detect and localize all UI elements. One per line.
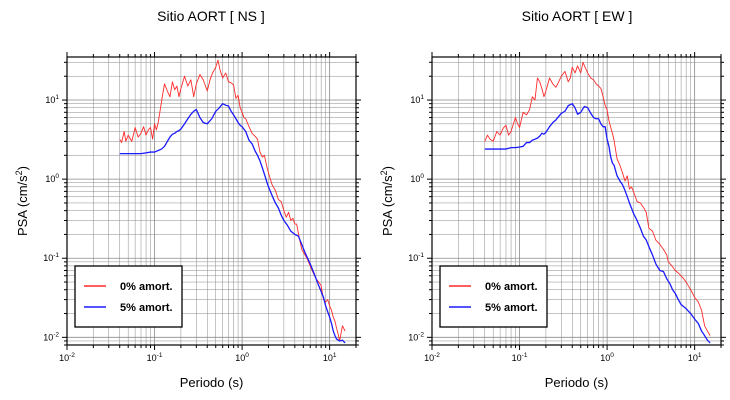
- x-tick-label: 100: [235, 352, 249, 363]
- axis-ticks: [427, 52, 726, 350]
- legend-label: 0% amort.: [120, 281, 173, 293]
- series-line-damped: [119, 103, 346, 344]
- legend: 0% amort. 5% amort.: [74, 265, 183, 328]
- grid: [432, 57, 721, 345]
- y-axis-label: PSA (cm/s2): [379, 166, 395, 236]
- legend-label: 5% amort.: [120, 302, 173, 314]
- legend-label: 0% amort.: [485, 281, 538, 293]
- x-tick-label: 10-1: [147, 352, 163, 363]
- legend: 0% amort. 5% amort.: [439, 265, 548, 328]
- series-line-undamped: [484, 61, 711, 336]
- x-tick-label: 10-1: [512, 352, 528, 363]
- y-axis-label: PSA (cm/s2): [14, 166, 30, 236]
- y-tick-label: 101: [45, 94, 59, 105]
- chart-panel-1: 10-2 10-1 100 101 10-2 10-1 100 101 Sitio AORT […: [14, 8, 361, 390]
- x-tick-label: 10-2: [59, 352, 75, 363]
- plot-frame: [431, 56, 722, 346]
- x-tick-label: 101: [688, 352, 702, 363]
- y-tick-label: 10-2: [408, 331, 424, 342]
- axis-ticks: [62, 52, 361, 350]
- series-line-damped: [484, 103, 711, 344]
- y-tick-label: 10-1: [43, 252, 59, 263]
- x-tick-label: 101: [323, 352, 337, 363]
- chart-panel-2: 10-2 10-1 100 101 10-2 10-1 100 101 Sitio AORT […: [379, 8, 726, 390]
- chart-title: Sitio AORT [ EW ]: [522, 8, 633, 24]
- x-axis-label: Periodo (s): [545, 375, 609, 390]
- y-tick-label: 101: [410, 94, 424, 105]
- plot-frame: [66, 56, 357, 346]
- x-axis-label: Periodo (s): [180, 375, 244, 390]
- chart-title: Sitio AORT [ NS ]: [157, 8, 265, 24]
- x-tick-label: 10-2: [424, 352, 440, 363]
- x-tick-label: 100: [600, 352, 614, 363]
- y-tick-label: 100: [410, 173, 424, 184]
- y-tick-label: 100: [45, 173, 59, 184]
- y-tick-label: 10-1: [408, 252, 424, 263]
- legend-box: [74, 265, 183, 328]
- legend-label: 5% amort.: [485, 302, 538, 314]
- y-tick-label: 10-2: [43, 331, 59, 342]
- legend-box: [439, 265, 548, 328]
